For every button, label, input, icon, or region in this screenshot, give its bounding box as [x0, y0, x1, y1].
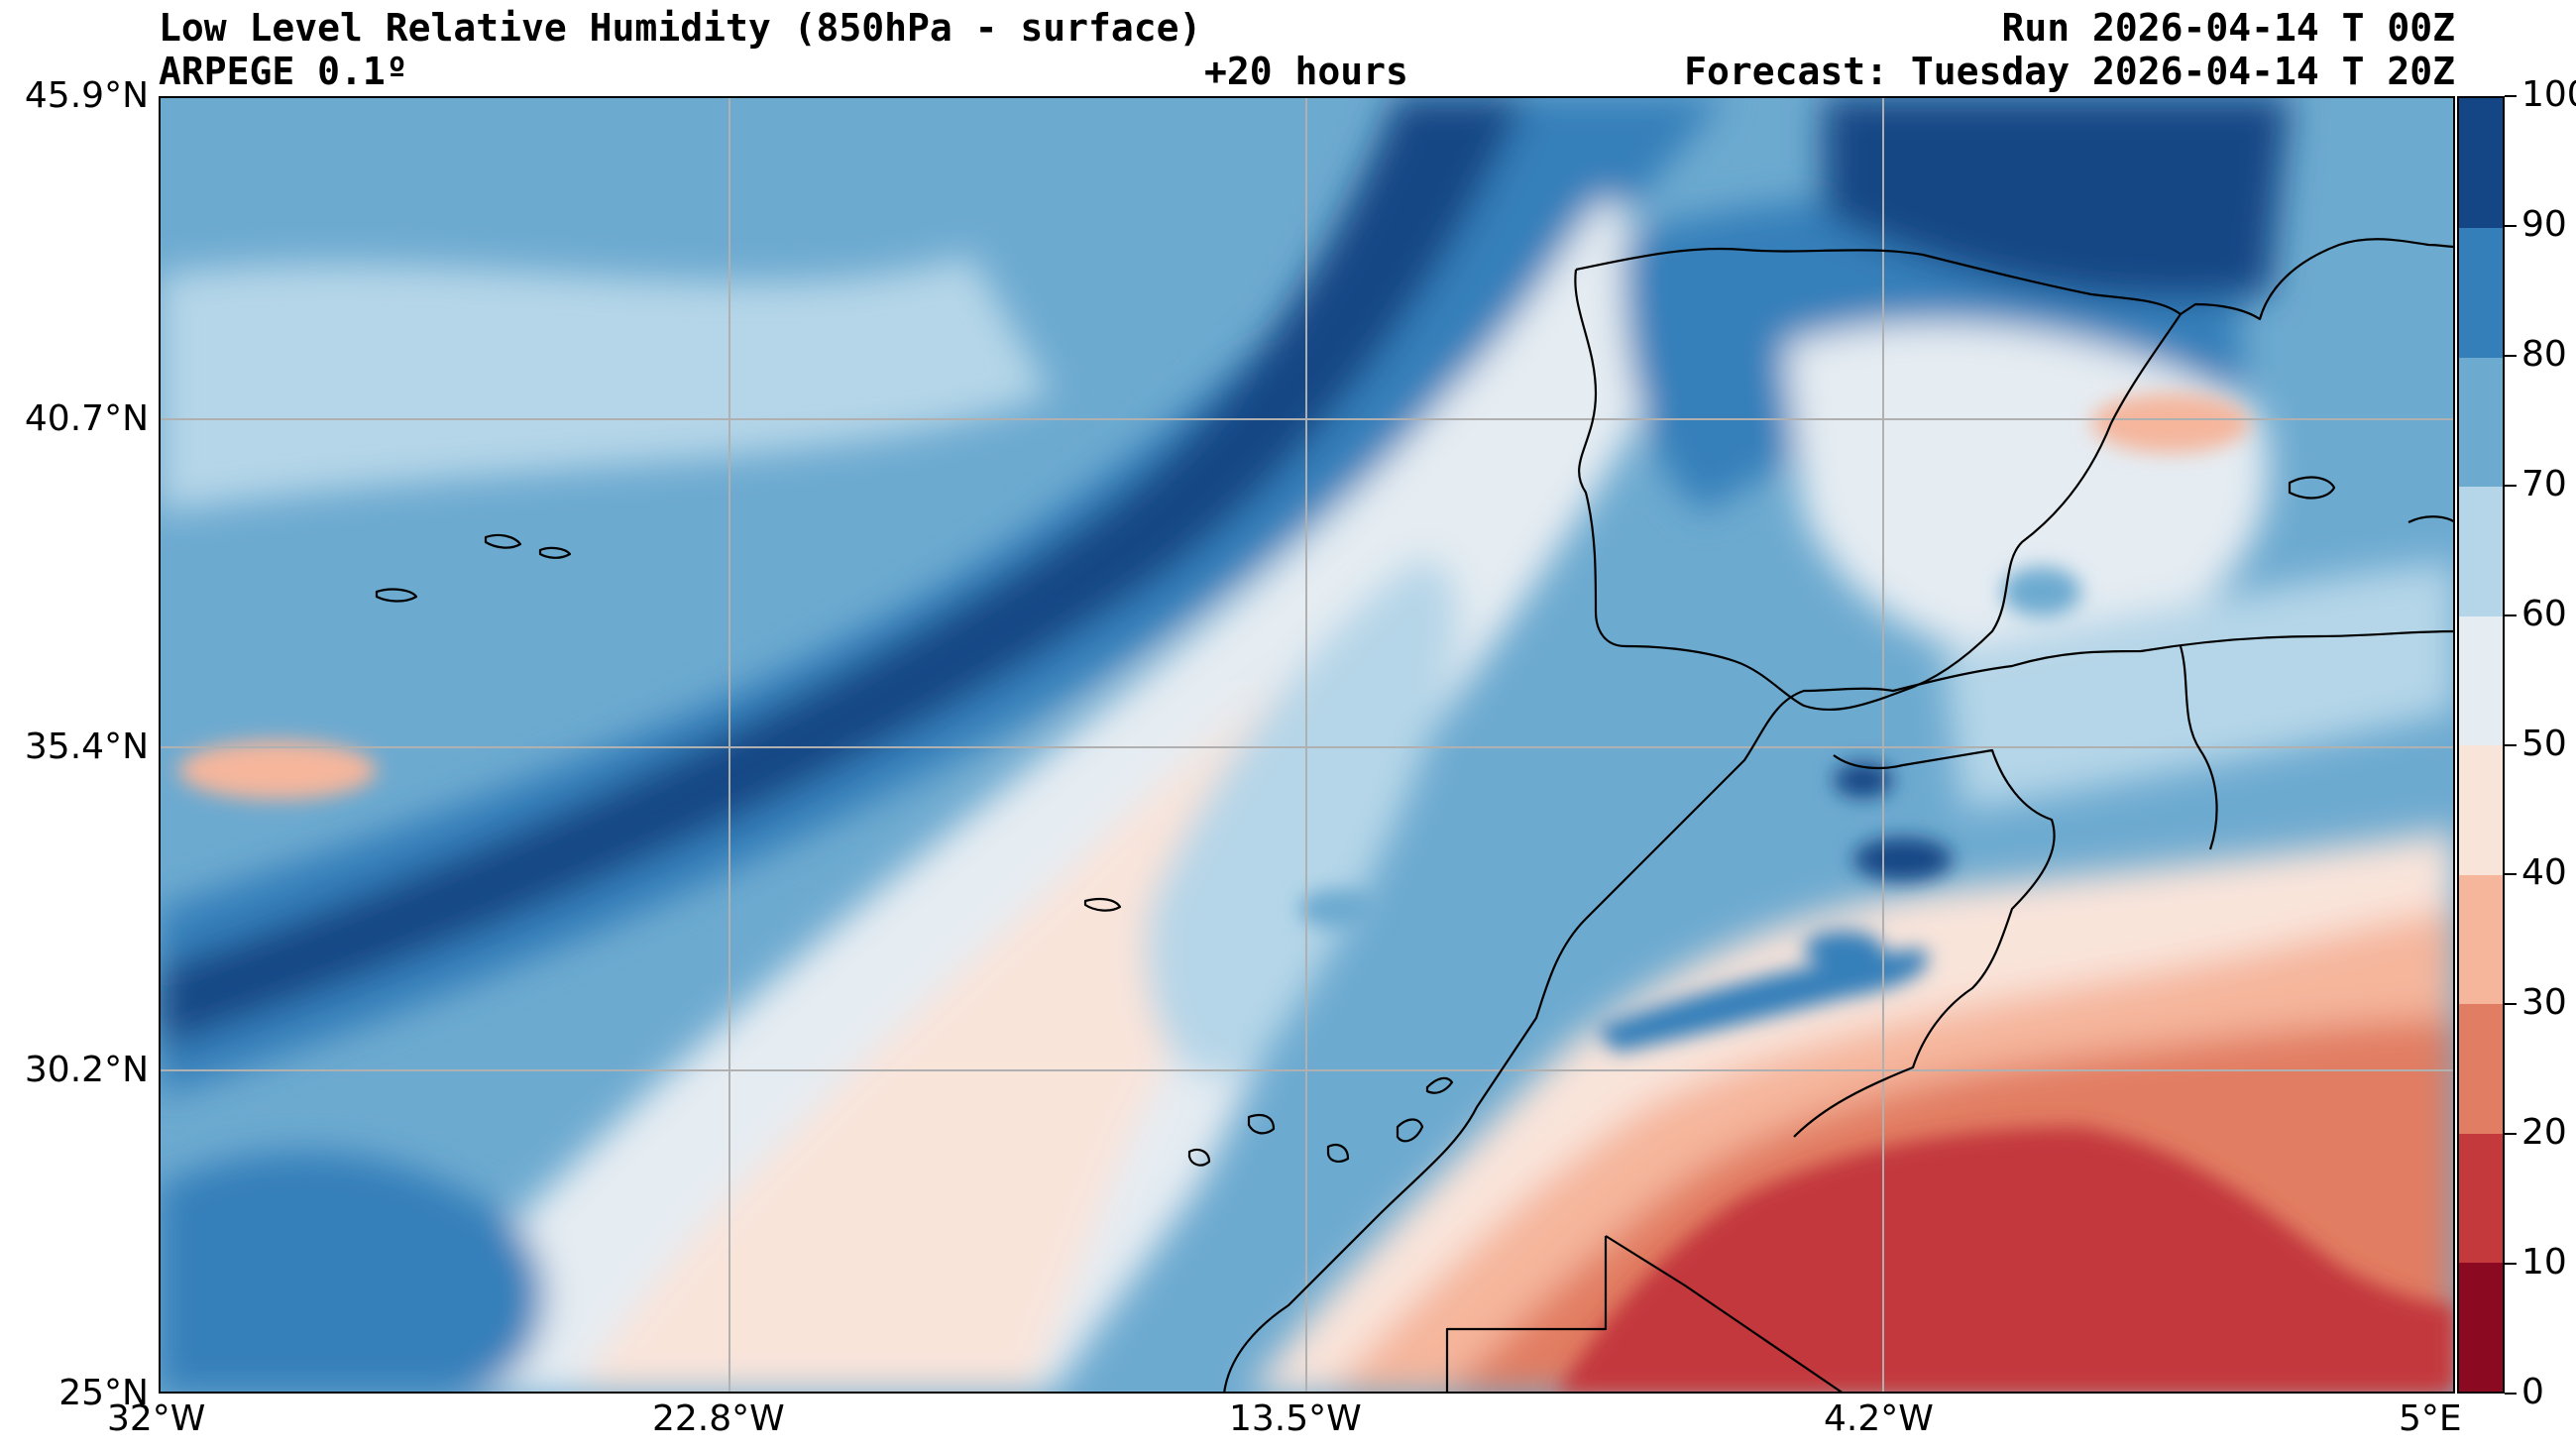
field-blob-6	[178, 740, 377, 800]
lon-label-13.5w: 13.5°W	[1229, 1398, 1362, 1439]
colorbar-segment-20-30	[2459, 1003, 2503, 1134]
colorbar-segment-50-60	[2459, 615, 2503, 745]
run-label: Run 2026-04-14 T 00Z	[2001, 6, 2455, 50]
coast-africa	[1222, 629, 2455, 1394]
colorbar-segment-60-70	[2459, 486, 2503, 616]
coast-canaries-3	[1326, 1143, 1350, 1163]
lat-label-40.7: 40.7°N	[24, 398, 149, 439]
field-blob-5	[1834, 762, 1893, 798]
coast-iberia	[1574, 238, 2455, 712]
field-blob-2	[1804, 931, 1883, 966]
lon-label-5e: 5°E	[2399, 1398, 2462, 1439]
colorbar-label-30: 30	[2521, 982, 2567, 1024]
field-zone-ocean-light	[159, 255, 1051, 512]
colorbar-label-100: 100	[2521, 74, 2576, 115]
coast-azores-3	[375, 588, 418, 603]
coast-canaries-1	[1187, 1148, 1211, 1167]
lat-label-25: 25°N	[58, 1373, 149, 1413]
field-zone-sahara-1020	[1556, 1127, 2455, 1394]
humidity-map[interactable]	[159, 96, 2455, 1394]
coast-azores-2	[538, 546, 572, 559]
colorbar-tick-80	[2505, 354, 2517, 357]
forecast-label: Forecast: Tuesday 2026-04-14 T 20Z	[1684, 50, 2455, 93]
lat-label-30.2: 30.2°N	[24, 1050, 149, 1090]
lead-time-label: +20 hours	[1204, 50, 1408, 93]
lat-label-35.4: 35.4°N	[24, 726, 149, 767]
coast-balearics	[2288, 476, 2336, 500]
colorbar-tick-50	[2505, 743, 2517, 746]
colorbar-tick-40	[2505, 873, 2517, 876]
colorbar-segment-40-50	[2459, 744, 2503, 875]
colorbar-segment-70-80	[2459, 357, 2503, 487]
colorbar-tick-30	[2505, 1003, 2517, 1006]
coast-azores-1	[484, 533, 522, 549]
colorbar-label-80: 80	[2521, 333, 2567, 375]
border-tunisia	[2179, 645, 2218, 850]
colorbar-label-0: 0	[2521, 1372, 2544, 1412]
colorbar-segment-30-40	[2459, 874, 2503, 1004]
border-western-sahara	[1445, 1235, 1845, 1394]
colorbar-label-70: 70	[2521, 463, 2567, 504]
coast-canaries-2	[1247, 1113, 1276, 1135]
field-zone-central-tongue	[1146, 559, 1459, 1079]
colorbar	[2457, 96, 2505, 1394]
field-blob-7	[1298, 889, 1378, 929]
colorbar-label-90: 90	[2521, 203, 2567, 245]
field-zone-river-core	[159, 96, 1526, 1048]
colorbar-label-40: 40	[2521, 852, 2567, 894]
colorbar-label-10: 10	[2521, 1242, 2567, 1284]
coast-sardinia	[2408, 515, 2455, 523]
lon-label-4.2w: 4.2°W	[1824, 1398, 1934, 1439]
model-label: ARPEGE 0.1º	[159, 50, 408, 93]
colorbar-tick-70	[2505, 484, 2517, 487]
colorbar-label-50: 50	[2521, 723, 2567, 764]
colorbar-segment-0-10	[2459, 1262, 2503, 1392]
chart-title: Low Level Relative Humidity (850hPa - su…	[159, 6, 1202, 50]
humidity-field	[159, 96, 2455, 1394]
colorbar-tick-60	[2505, 614, 2517, 616]
lat-label-45.9: 45.9°N	[24, 75, 149, 116]
border-morocco-algeria	[1793, 748, 2056, 1138]
field-zone-biscay	[1824, 96, 2290, 300]
colorbar-segment-10-20	[2459, 1133, 2503, 1263]
colorbar-segment-90-100	[2459, 98, 2503, 228]
coast-madeira	[1083, 897, 1122, 912]
colorbar-tick-100	[2505, 95, 2517, 97]
colorbar-tick-20	[2505, 1133, 2517, 1136]
colorbar-tick-0	[2505, 1393, 2517, 1395]
field-blob-4	[2091, 393, 2250, 453]
field-zone-central-swath	[357, 195, 1705, 1394]
coast-canaries-5	[1425, 1076, 1454, 1094]
lon-label-22.8w: 22.8°W	[652, 1398, 785, 1439]
colorbar-segment-80-90	[2459, 227, 2503, 358]
colorbar-label-60: 60	[2521, 593, 2567, 634]
field-zone-atlas-streak	[1596, 949, 1929, 1053]
field-blob-1	[1853, 838, 1953, 881]
colorbar-label-20: 20	[2521, 1112, 2567, 1154]
colorbar-tick-90	[2505, 224, 2517, 227]
coastlines	[375, 238, 2455, 1394]
coast-canaries-4	[1396, 1118, 1424, 1143]
lon-label-32w: 32°W	[107, 1398, 206, 1439]
field-blob-3	[2002, 567, 2081, 616]
field-zone-southwest-moist	[159, 1152, 544, 1394]
colorbar-tick-10	[2505, 1263, 2517, 1266]
gridlines	[159, 96, 2455, 1394]
